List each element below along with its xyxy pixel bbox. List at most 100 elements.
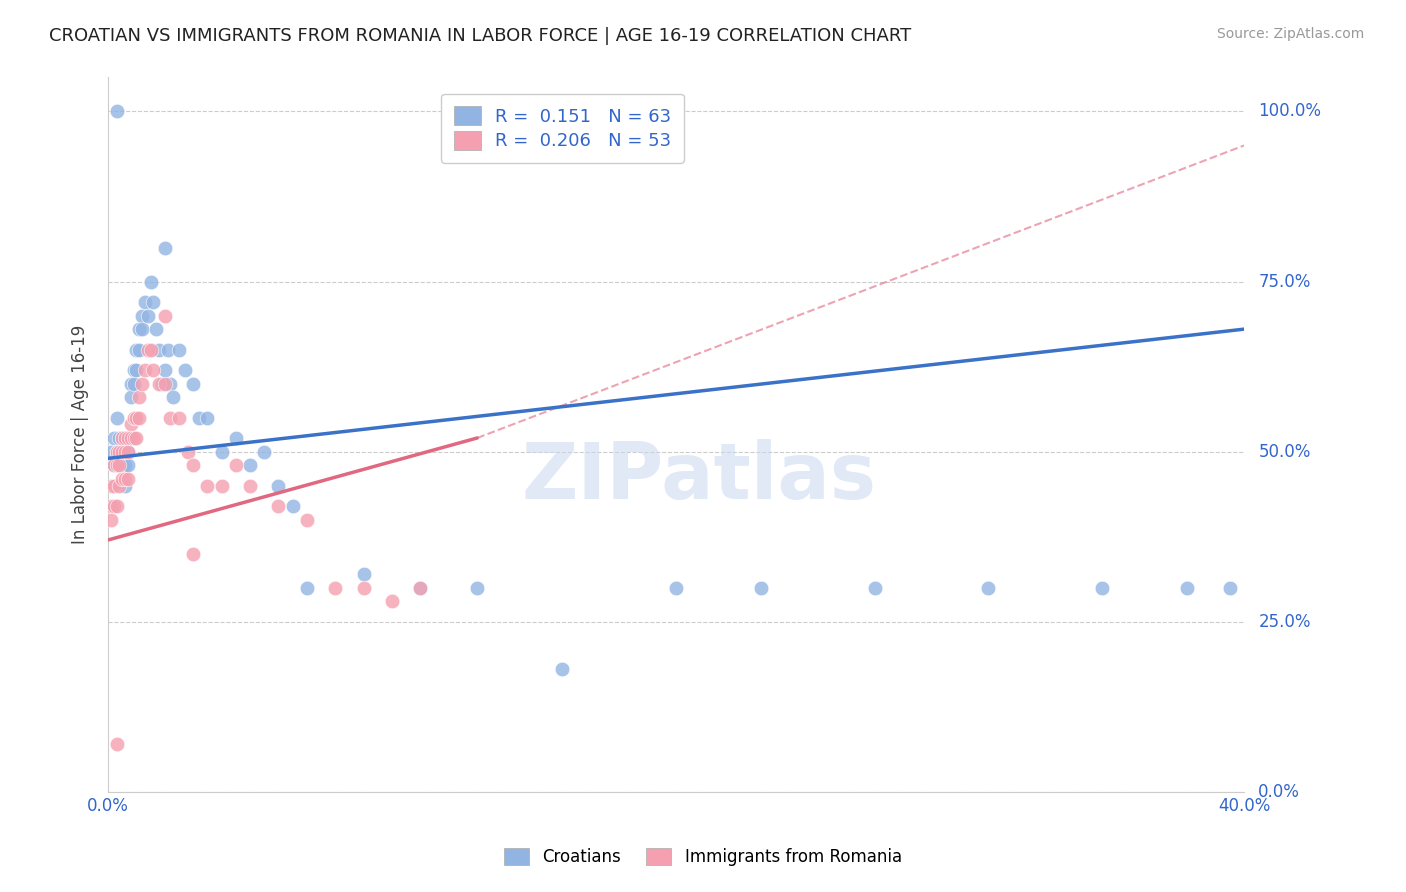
Point [105,104,128,119]
Point [111,472,134,486]
Point [465,581,488,595]
Point [139,343,162,357]
Point [125,410,148,425]
Point [211,444,233,458]
Y-axis label: In Labor Force | Age 16-19: In Labor Force | Age 16-19 [72,325,89,544]
Point [153,376,176,391]
Text: ZIPatlas: ZIPatlas [522,440,876,516]
Point [173,363,195,377]
Point [551,662,574,676]
Point [105,444,128,458]
Point [295,581,318,595]
Point [111,431,134,445]
Point [128,343,150,357]
Legend: Croatians, Immigrants from Romania: Croatians, Immigrants from Romania [496,840,910,875]
Point [131,322,153,336]
Text: CROATIAN VS IMMIGRANTS FROM ROMANIA IN LABOR FORCE | AGE 16-19 CORRELATION CHART: CROATIAN VS IMMIGRANTS FROM ROMANIA IN L… [49,27,911,45]
Point [128,390,150,404]
Point [134,363,156,377]
Point [225,431,247,445]
Point [103,478,125,492]
Point [353,567,375,582]
Point [117,431,139,445]
Point [114,444,136,458]
Point [114,458,136,473]
Point [105,410,128,425]
Point [1219,581,1241,595]
Point [120,376,142,391]
Point [117,472,139,486]
Point [211,478,233,492]
Point [225,458,247,473]
Point [409,581,432,595]
Point [111,444,134,458]
Point [122,363,145,377]
Point [295,513,318,527]
Point [197,410,219,425]
Point [153,240,176,254]
Point [114,431,136,445]
Point [148,376,170,391]
Point [1091,581,1114,595]
Point [153,363,176,377]
Point [187,410,209,425]
Point [100,444,122,458]
Point [167,343,190,357]
Point [114,431,136,445]
Point [103,458,125,473]
Point [131,309,153,323]
Point [409,581,432,595]
Point [148,343,170,357]
Point [159,410,181,425]
Point [128,322,150,336]
Point [108,444,131,458]
Point [253,444,276,458]
Point [136,343,159,357]
Point [1175,581,1198,595]
Point [117,458,139,473]
Point [281,499,304,513]
Point [103,431,125,445]
Point [103,499,125,513]
Point [111,458,134,473]
Text: 0.0%: 0.0% [1258,782,1301,801]
Point [749,581,772,595]
Point [120,431,142,445]
Text: Source: ZipAtlas.com: Source: ZipAtlas.com [1216,27,1364,41]
Point [353,581,375,595]
Point [239,458,262,473]
Point [108,458,131,473]
Point [134,294,156,309]
Point [128,410,150,425]
Point [162,390,184,404]
Text: 50.0%: 50.0% [1258,442,1310,460]
Point [142,294,165,309]
Point [863,581,886,595]
Point [181,547,204,561]
Point [176,444,198,458]
Point [105,499,128,513]
Point [267,499,290,513]
Point [156,343,179,357]
Point [100,499,122,513]
Point [181,376,204,391]
Point [120,390,142,404]
Point [125,343,148,357]
Point [153,309,176,323]
Point [197,478,219,492]
Point [977,581,1000,595]
Point [103,458,125,473]
Point [665,581,688,595]
Point [159,376,181,391]
Point [122,376,145,391]
Point [111,444,134,458]
Point [117,444,139,458]
Point [108,478,131,492]
Point [108,431,131,445]
Point [323,581,346,595]
Point [142,363,165,377]
Point [114,478,136,492]
Point [125,363,148,377]
Point [181,458,204,473]
Point [105,458,128,473]
